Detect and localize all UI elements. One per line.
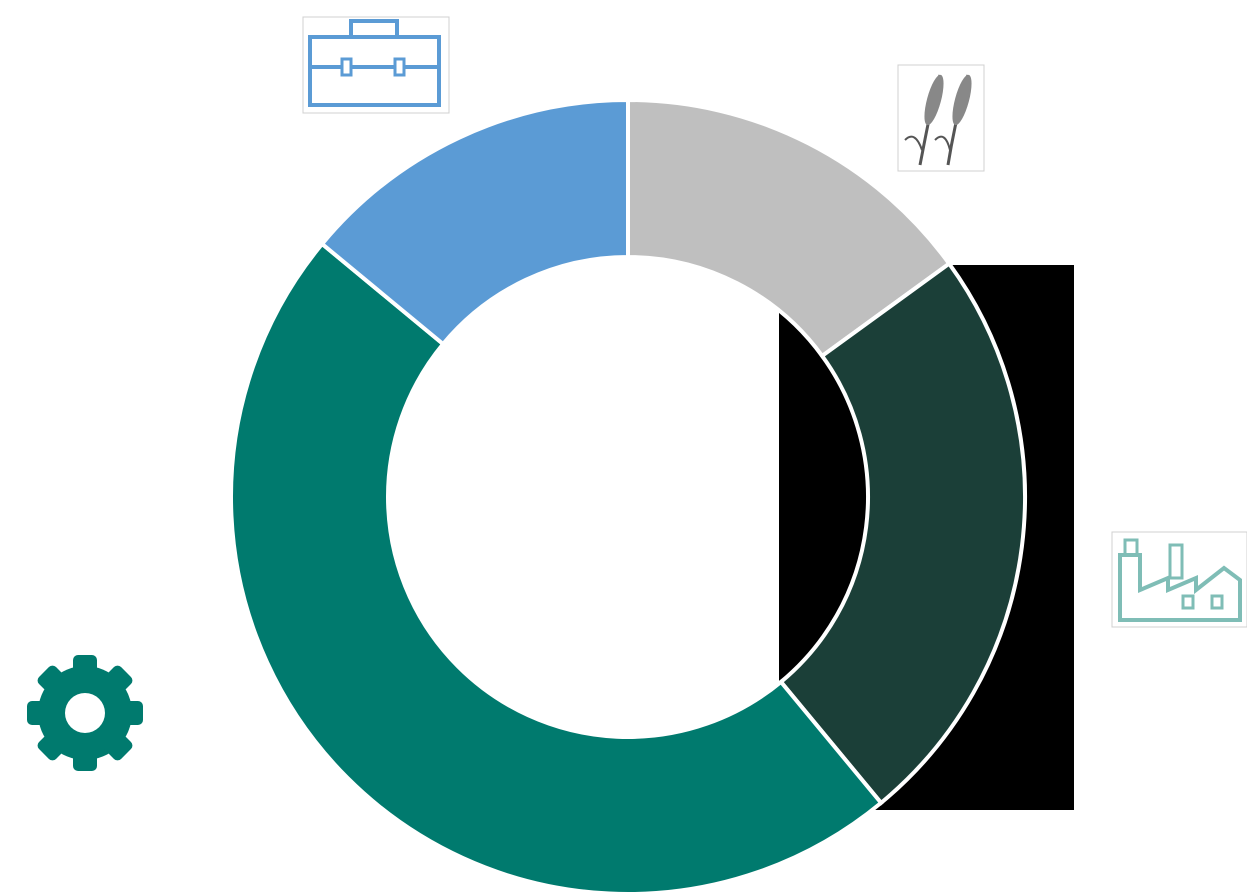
briefcase-icon bbox=[302, 16, 450, 114]
donut-slice bbox=[319, 97, 630, 347]
donut bbox=[229, 97, 1027, 894]
donut-slice bbox=[229, 241, 884, 894]
wheat-icon bbox=[897, 64, 985, 172]
donut-slice bbox=[778, 260, 1027, 806]
factory-icon bbox=[1111, 531, 1247, 628]
donut-slice bbox=[626, 97, 952, 359]
gear-icon bbox=[27, 655, 143, 771]
